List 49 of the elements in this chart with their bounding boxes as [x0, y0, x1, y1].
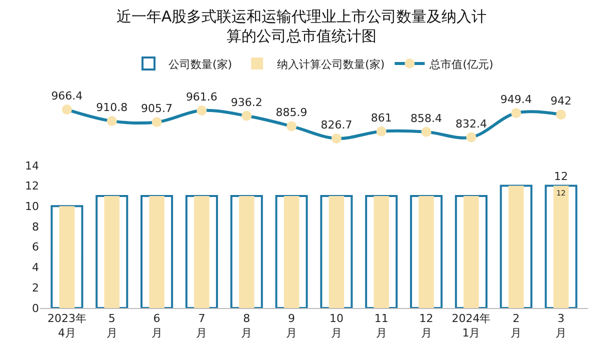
data-label: 832.4: [455, 117, 487, 130]
bar: [410, 194, 443, 308]
x-tick-label: 5 月: [106, 312, 118, 340]
data-label: 826.7: [320, 118, 352, 132]
bar: [275, 194, 308, 308]
x-tick-label: 2 月: [510, 312, 522, 340]
chart-title: 近一年A股多式联运和运输代理业上市公司数量及纳入计算的公司总市值统计图: [116, 7, 487, 45]
x-tick-label: 12 月: [419, 312, 434, 340]
legend-label: 公司数量(家): [168, 58, 232, 71]
y-tick-label: 0: [32, 302, 39, 315]
data-label: 12: [554, 170, 568, 183]
x-tick-label: 11 月: [374, 312, 388, 340]
data-label: 858.4: [410, 112, 442, 125]
bar: [365, 194, 398, 308]
data-label: 961.6: [186, 90, 218, 104]
bar: [50, 205, 84, 308]
data-label: 861: [370, 111, 392, 124]
legend-label: 纳入计算公司数量(家): [277, 58, 385, 71]
y-tick-label: 8: [32, 220, 39, 234]
bar: [230, 194, 263, 308]
data-label: 966.4: [51, 90, 83, 103]
x-tick-label: 2023年 4月: [47, 312, 86, 340]
x-tick-label: 2024年 1月: [452, 312, 491, 340]
y-tick-label: 6: [32, 240, 39, 254]
x-tick-label: 10 月: [329, 312, 344, 340]
bar: [454, 194, 488, 308]
y-tick-label: 4: [32, 261, 39, 274]
y-tick-label: 10: [25, 200, 39, 213]
bar: [96, 194, 128, 308]
x-tick-label: 9 月: [286, 312, 298, 340]
x-tick-label: 6 月: [151, 312, 162, 340]
bar: [544, 184, 578, 308]
bar: [140, 194, 174, 308]
legend-label: 总市值(亿元): [428, 58, 494, 71]
data-label: 936.2: [230, 96, 262, 109]
data-label: 910.8: [96, 101, 128, 114]
x-tick-label: 8 月: [241, 312, 252, 340]
bar: [185, 194, 218, 308]
bar: [500, 184, 532, 308]
y-tick-label: 2: [32, 281, 39, 294]
y-tick-label: 14: [25, 159, 39, 172]
y-tick-label: 12: [25, 180, 39, 193]
data-label: 905.7: [141, 102, 173, 116]
x-tick-label: 7 月: [196, 312, 208, 340]
data-label: 885.9: [276, 106, 308, 120]
data-label: 949.4: [500, 93, 532, 106]
data-label: 942: [550, 94, 572, 108]
bar: [320, 194, 353, 308]
x-tick-label: 3 月: [556, 312, 567, 340]
